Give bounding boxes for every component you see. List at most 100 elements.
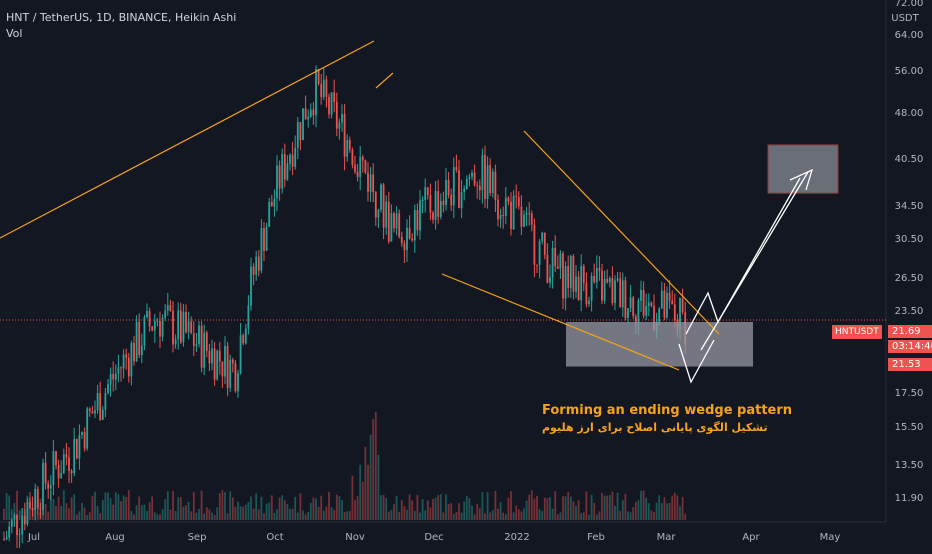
volume-bar: [187, 501, 190, 520]
time-tick-label: Nov: [345, 532, 365, 543]
volume-indicator-label[interactable]: Vol: [6, 27, 23, 40]
volume-bar: [299, 493, 302, 520]
candle-body: [580, 266, 583, 301]
candle-body: [445, 180, 447, 206]
volume-bar: [130, 510, 133, 520]
candle-body: [619, 278, 622, 308]
volume-bar: [312, 497, 315, 520]
volume-bar: [200, 490, 203, 520]
volume-bar: [533, 498, 536, 520]
volume-bar: [546, 498, 549, 520]
volume-bar: [283, 500, 286, 520]
candle-body: [47, 483, 50, 489]
candle-body: [567, 266, 570, 288]
candle-body: [541, 232, 544, 242]
volume-bar: [205, 507, 208, 520]
volume-bar: [348, 510, 351, 520]
volume-bar: [523, 508, 525, 520]
volume-bar: [99, 513, 102, 520]
candle-body: [190, 321, 193, 334]
volume-bar: [499, 502, 502, 520]
time-tick-label: 2022: [504, 532, 529, 543]
candle-body: [16, 514, 18, 536]
candle-body: [658, 308, 661, 323]
symbol-price-tag: HNTUSDT: [832, 325, 882, 339]
volume-bar: [421, 499, 424, 520]
volume-bar: [190, 511, 193, 520]
candle-body: [68, 457, 70, 471]
volume-bar: [330, 507, 333, 520]
candle-body: [148, 310, 151, 327]
candle-body: [200, 325, 203, 368]
volume-bar: [598, 511, 601, 520]
volume-bar: [242, 506, 245, 520]
price-tick-label: 40.50: [895, 154, 924, 165]
volume-bar: [588, 514, 590, 520]
volume-bar: [406, 509, 408, 520]
candle-body: [634, 316, 637, 323]
candle-body: [408, 227, 411, 239]
volume-bar: [507, 497, 510, 520]
volume-bar: [460, 512, 463, 520]
volume-bar: [10, 509, 13, 520]
candle-body: [52, 451, 55, 486]
price-tick-label: 48.00: [895, 108, 924, 119]
candle-body: [510, 201, 512, 230]
candle-body: [107, 384, 109, 394]
candle-body: [489, 165, 492, 194]
candle-body: [426, 187, 429, 195]
candle-body: [590, 275, 593, 301]
volume-bar: [328, 491, 330, 520]
candle-body: [283, 154, 286, 180]
volume-bar: [520, 511, 523, 520]
volume-bar: [81, 502, 83, 520]
volume-bar: [13, 502, 16, 520]
candle-body: [49, 485, 52, 489]
volume-bar: [294, 496, 297, 520]
candle-body: [424, 187, 427, 200]
candle-body: [549, 277, 551, 283]
candle-body: [585, 283, 588, 305]
volume-bar: [603, 495, 606, 520]
volume-bar: [419, 512, 421, 520]
volume-bar: [182, 506, 185, 520]
volume-bar: [213, 514, 216, 520]
volume-bar: [309, 502, 312, 520]
candle-body: [294, 147, 297, 167]
candle-body: [611, 277, 614, 303]
candle-body: [471, 172, 473, 177]
time-tick-label: Aug: [105, 532, 125, 543]
candle-body: [307, 116, 310, 120]
volume-bar: [403, 506, 406, 520]
time-tick-label: Mar: [657, 532, 677, 543]
candle-body: [60, 472, 63, 479]
candle-body: [642, 289, 645, 316]
volume-bar: [221, 490, 224, 520]
candle-body: [668, 292, 671, 301]
projection-arrow-1: [685, 177, 801, 335]
candle-body: [455, 167, 458, 171]
candle-body: [257, 256, 260, 271]
candle-body: [174, 338, 177, 345]
projection-arrow-2: [700, 171, 809, 351]
volume-bar: [315, 498, 317, 520]
volume-bar: [400, 500, 403, 520]
candle-body: [91, 411, 94, 414]
candle-body: [601, 270, 603, 301]
candle-body: [73, 439, 76, 474]
volume-bar: [413, 510, 416, 520]
volume-bar: [575, 505, 577, 520]
candle-body: [645, 305, 648, 316]
volume-bar: [632, 507, 635, 520]
candle-body: [312, 109, 315, 116]
candle-body: [96, 393, 99, 411]
symbol-title[interactable]: HNT / TetherUS, 1D, BINANCE, Heikin Ashi: [6, 11, 237, 24]
volume-bar: [439, 494, 442, 520]
candle-body: [70, 470, 73, 474]
candle-body: [556, 266, 559, 269]
volume-bar: [614, 505, 616, 520]
candle-body: [211, 348, 213, 364]
volume-bar: [278, 497, 281, 520]
